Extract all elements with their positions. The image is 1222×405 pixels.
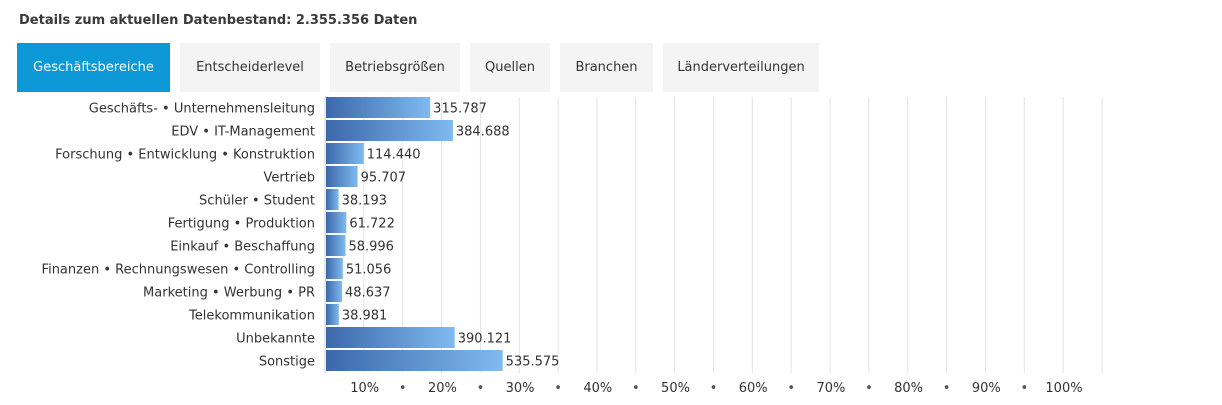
x-tick-separator: • [710, 381, 718, 396]
x-tick-separator: • [865, 381, 873, 396]
x-tick-separator: • [554, 381, 562, 396]
value-label: 38.193 [342, 194, 388, 209]
bar[interactable] [326, 258, 343, 279]
value-label: 58.996 [348, 240, 394, 255]
value-label: 38.981 [342, 309, 388, 324]
x-tick-separator: • [477, 381, 485, 396]
bar[interactable] [326, 350, 503, 371]
bar[interactable] [326, 143, 364, 164]
category-label: Unbekannte [236, 332, 315, 347]
tab-entscheiderlevel[interactable]: Entscheiderlevel [180, 43, 320, 92]
value-label: 315.787 [433, 102, 487, 117]
x-tick-label: 50% [661, 381, 690, 396]
value-label: 48.637 [345, 286, 391, 301]
tab-laenderverteilungen[interactable]: Länderverteilungen [663, 43, 819, 92]
bar[interactable] [326, 120, 453, 141]
category-label: Vertrieb [263, 171, 315, 186]
tab-geschaeftsbereiche[interactable]: Geschäftsbereiche [17, 43, 170, 92]
category-label: Marketing • Werbung • PR [143, 286, 315, 301]
value-label: 114.440 [367, 148, 421, 163]
category-label: Geschäfts- • Unternehmensleitung [89, 102, 315, 117]
x-tick-separator: • [787, 381, 795, 396]
x-tick-separator: • [943, 381, 951, 396]
x-tick-separator: • [399, 381, 407, 396]
x-tick-label: 10% [350, 381, 379, 396]
x-tick-label: 90% [972, 381, 1001, 396]
value-label: 535.575 [506, 355, 560, 370]
bar[interactable] [326, 281, 343, 302]
bar[interactable] [326, 235, 346, 256]
category-label: Einkauf • Beschaffung [170, 240, 315, 255]
value-label: 384.688 [456, 125, 510, 140]
value-label: 51.056 [346, 263, 392, 278]
value-label: 390.121 [458, 332, 512, 347]
x-axis: 10% • 20% • 30% • 40% • 50% • 60% • 70% • 80% • 90% • 100% [350, 381, 1082, 396]
category-label: Fertigung • Produktion [168, 217, 315, 232]
category-label: Telekommunikation [188, 309, 315, 324]
x-tick-label: 60% [739, 381, 768, 396]
bar[interactable] [326, 327, 455, 348]
category-label: Sonstige [259, 355, 315, 370]
tab-betriebsgroessen[interactable]: Betriebsgrößen [330, 43, 460, 92]
bar[interactable] [326, 304, 339, 325]
tab-quellen[interactable]: Quellen [470, 43, 550, 92]
page-title: Details zum aktuellen Datenbestand: 2.35… [19, 13, 418, 28]
value-label: 61.722 [349, 217, 395, 232]
category-label: EDV • IT-Management [171, 125, 315, 140]
tab-branchen[interactable]: Branchen [560, 43, 653, 92]
category-label: Finanzen • Rechnungswesen • Controlling [42, 263, 315, 278]
category-label: Forschung • Entwicklung • Konstruktion [55, 148, 315, 163]
bar[interactable] [326, 189, 339, 210]
bar[interactable] [326, 166, 358, 187]
x-tick-label: 30% [506, 381, 535, 396]
value-label: 95.707 [361, 171, 407, 186]
x-tick-label: 100% [1045, 381, 1082, 396]
x-tick-label: 40% [583, 381, 612, 396]
bar[interactable] [326, 212, 347, 233]
bars: Geschäfts- • Unternehmensleitung 315.787 E… [42, 97, 560, 371]
bar[interactable] [326, 97, 431, 118]
category-label: Schüler • Student [199, 194, 315, 209]
x-tick-label: 80% [894, 381, 923, 396]
x-tick-separator: • [1020, 381, 1028, 396]
x-tick-separator: • [632, 381, 640, 396]
x-tick-label: 70% [816, 381, 845, 396]
x-tick-label: 20% [428, 381, 457, 396]
